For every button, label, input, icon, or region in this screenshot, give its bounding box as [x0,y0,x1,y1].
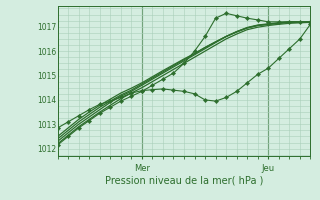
X-axis label: Pression niveau de la mer( hPa ): Pression niveau de la mer( hPa ) [105,175,263,185]
